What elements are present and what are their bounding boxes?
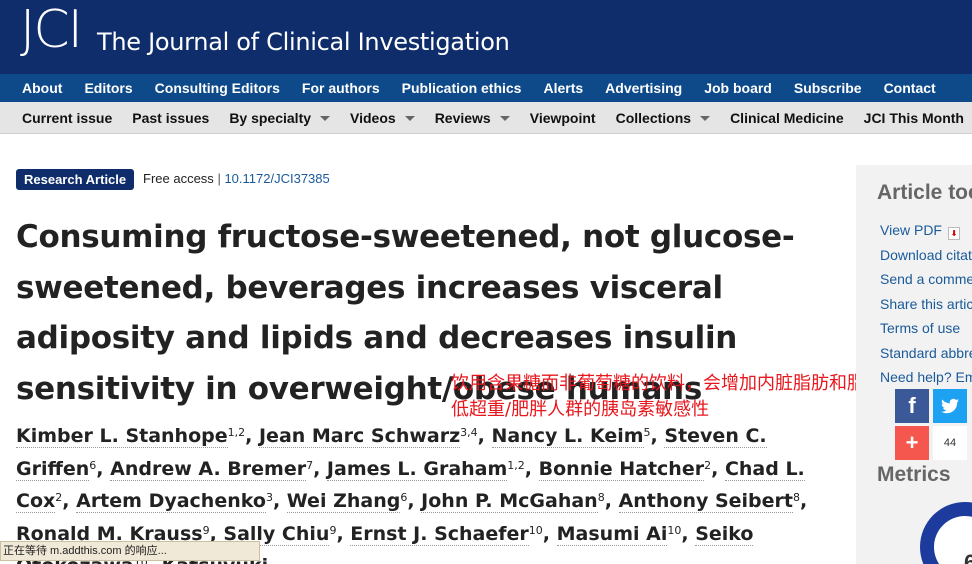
- twitter-icon[interactable]: [933, 389, 967, 423]
- subnav-label: Clinical Medicine: [730, 109, 844, 126]
- author-name[interactable]: Masumi Ai: [556, 522, 668, 546]
- subnav-label: JCI This Month: [863, 109, 964, 126]
- author-affiliation: 7: [306, 458, 314, 472]
- nav-contact[interactable]: Contact: [883, 80, 936, 96]
- subnav-label: Current issue: [22, 109, 113, 126]
- meta-separator: |: [217, 171, 221, 186]
- nav-about[interactable]: About: [22, 80, 63, 96]
- author-name[interactable]: Sally Chiu: [223, 522, 330, 546]
- author-affiliation: 3,4: [460, 426, 478, 439]
- author-name[interactable]: Andrew A. Bremer: [110, 457, 307, 481]
- doi-link[interactable]: 10.1172/JCI37385: [224, 171, 330, 186]
- subnav-label: Past issues: [132, 109, 210, 126]
- subnav-viewpoint[interactable]: Viewpoint: [520, 110, 606, 126]
- primary-nav: About Editors Consulting Editors For aut…: [0, 74, 972, 102]
- share-count: 44: [933, 426, 967, 460]
- facebook-icon[interactable]: f: [895, 389, 929, 423]
- nav-publication-ethics[interactable]: Publication ethics: [401, 80, 522, 96]
- nav-editors[interactable]: Editors: [84, 80, 133, 96]
- access-info: Free access | 10.1172/JCI37385: [143, 171, 330, 186]
- terms-of-use-link[interactable]: Terms of use: [880, 320, 961, 336]
- subnav-videos[interactable]: Videos: [340, 110, 425, 126]
- secondary-nav: Current issue Past issues By specialty V…: [0, 102, 972, 134]
- jci-logo[interactable]: JCI: [20, 0, 83, 60]
- author-name[interactable]: Anthony Seibert: [618, 490, 793, 513]
- share-buttons: f + 44: [895, 389, 972, 460]
- nav-job-board[interactable]: Job board: [704, 80, 772, 96]
- standard-abbreviations-link[interactable]: Standard abbreviations: [880, 344, 972, 361]
- author-name[interactable]: Jean Marc Schwarz: [258, 425, 461, 448]
- author-name[interactable]: Ernst J. Schaefer: [350, 522, 529, 546]
- article-title: Consuming fructose-sweetened, not glucos…: [16, 219, 795, 407]
- translation-overlay: 饮用含果糖而非葡萄糖的饮料，会增加内脏脂肪和脂质，并降低超重/肥胖人群的胰岛素敏…: [451, 373, 937, 420]
- altmetric-score: 6: [964, 550, 972, 564]
- need-help-link[interactable]: Need help? Email the journal: [880, 369, 972, 385]
- nav-advertising[interactable]: Advertising: [605, 80, 683, 96]
- pdf-icon: ⬇: [947, 227, 960, 240]
- subnav-label: Collections: [615, 109, 692, 126]
- author-name[interactable]: Chad L. Cox: [16, 457, 805, 513]
- chevron-down-icon: [404, 116, 415, 121]
- view-pdf-link[interactable]: View PDF ⬇: [880, 221, 972, 246]
- author-name[interactable]: Wei Zhang: [286, 490, 401, 513]
- nav-for-authors[interactable]: For authors: [301, 80, 380, 96]
- author-affiliation: 9: [202, 523, 210, 537]
- author-affiliation: 10: [667, 523, 682, 537]
- author-affiliation: 5: [643, 426, 651, 439]
- subnav-current-issue[interactable]: Current issue: [0, 110, 122, 126]
- subnav-clinical-medicine[interactable]: Clinical Medicine: [720, 110, 854, 126]
- metrics-heading: Metrics: [877, 463, 951, 486]
- site-header: JCI The Journal of Clinical Investigatio…: [0, 0, 972, 74]
- subnav-jci-this-month[interactable]: JCI This Month: [854, 110, 972, 126]
- nav-consulting-editors[interactable]: Consulting Editors: [154, 80, 280, 96]
- author-name[interactable]: Kimber L. Stanhope: [16, 425, 228, 448]
- author-name[interactable]: John P. McGahan: [421, 490, 598, 513]
- author-name[interactable]: Bonnie Hatcher: [538, 457, 705, 481]
- chevron-down-icon: [499, 116, 510, 121]
- nav-subscribe[interactable]: Subscribe: [793, 80, 862, 96]
- author-affiliation: 2: [704, 458, 712, 472]
- share-article-link[interactable]: Share this article: [880, 295, 972, 312]
- subnav-label: By specialty: [229, 109, 312, 126]
- chevron-down-icon: [320, 116, 331, 121]
- author-list: Kimber L. Stanhope1,2, Jean Marc Schwarz…: [16, 420, 816, 564]
- journal-name[interactable]: The Journal of Clinical Investigation: [97, 28, 510, 56]
- chevron-down-icon: [700, 116, 711, 121]
- article-tools-list: View PDF⬇ Download citation information …: [880, 221, 972, 393]
- author-affiliation: 6: [400, 491, 408, 504]
- subnav-label: Viewpoint: [529, 109, 596, 126]
- author-affiliation: 3: [265, 491, 273, 504]
- altmetric-donut[interactable]: 6: [920, 502, 972, 564]
- author-affiliation: 8: [793, 491, 800, 504]
- subnav-label: Reviews: [434, 109, 491, 126]
- author-affiliation: 8: [597, 491, 605, 504]
- link-label: View PDF: [880, 222, 942, 238]
- author-affiliation: 1,2: [507, 458, 525, 472]
- article-tools-heading: Article tools: [877, 181, 972, 204]
- subnav-by-specialty[interactable]: By specialty: [219, 110, 340, 126]
- download-citation-link[interactable]: Download citation information: [880, 246, 972, 263]
- browser-status-bar: 正在等待 m.addthis.com 的响应...: [0, 541, 260, 561]
- author-name[interactable]: Steven C. Griffen: [16, 425, 767, 481]
- author-name[interactable]: Nancy L. Keim: [491, 425, 644, 448]
- subnav-label: Videos: [350, 109, 396, 126]
- author-affiliation: 1,2: [227, 426, 246, 439]
- subnav-collections[interactable]: Collections: [606, 110, 720, 126]
- nav-alerts[interactable]: Alerts: [543, 80, 584, 96]
- author-name[interactable]: James L. Graham: [326, 457, 508, 481]
- author-affiliation: 9: [329, 523, 337, 537]
- send-comment-link[interactable]: Send a comment: [880, 271, 972, 287]
- addthis-plus-icon[interactable]: +: [895, 426, 929, 460]
- access-label: Free access: [143, 171, 214, 186]
- author-name[interactable]: Artem Dyachenko: [76, 490, 266, 513]
- article-tools-sidebar: Article tools View PDF ⬇ Download citatio…: [856, 165, 972, 564]
- subnav-past-issues[interactable]: Past issues: [122, 110, 219, 126]
- author-affiliation: 10: [528, 523, 543, 537]
- subnav-reviews[interactable]: Reviews: [425, 110, 520, 126]
- author-affiliation: 6: [89, 458, 97, 472]
- article-type-badge[interactable]: Research Article: [16, 169, 135, 190]
- author-name[interactable]: Ronald M. Krauss: [16, 522, 203, 546]
- author-affiliation: 2: [55, 491, 63, 504]
